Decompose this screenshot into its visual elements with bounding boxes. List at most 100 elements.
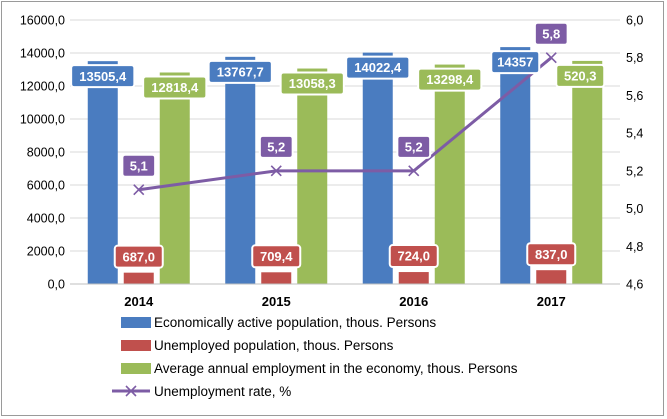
rate-line-path	[138, 56, 553, 192]
rate-marker	[545, 52, 557, 64]
data-labels: 13505,4 13767,7 14022,4 14357 687,0 709,4 724,…	[70, 21, 606, 269]
data-label-unemployed: 837,0	[526, 242, 577, 267]
y-right-tick-label: 5,0	[626, 202, 643, 216]
y-left-tick-label: 6000,0	[27, 179, 65, 193]
data-label-text: 687,0	[122, 249, 155, 264]
data-label-text: 5,1	[130, 158, 148, 173]
data-label-rate: 5,8	[533, 21, 569, 46]
data-label-rate: 5,2	[258, 134, 294, 159]
data-label-text: 13298,4	[426, 72, 474, 87]
legend-swatch	[121, 340, 151, 351]
y-left-tick-label: 8000,0	[27, 146, 65, 160]
data-label-unemployed: 687,0	[113, 244, 164, 269]
bar-unemployed	[123, 272, 154, 284]
x-category-label: 2016	[399, 294, 428, 309]
data-label-box	[388, 244, 439, 269]
y-left-tick-label: 4000,0	[27, 212, 65, 226]
bar-employment	[297, 68, 328, 284]
bar-unemployed	[261, 272, 292, 284]
data-label-rate: 5,1	[121, 153, 157, 178]
legend-label: Economically active population, thous. P…	[154, 315, 436, 330]
y-left-tick-label: 10000,0	[20, 113, 65, 127]
data-label-box	[555, 63, 606, 88]
rate-line	[133, 52, 557, 196]
x-axis: 2014 2015 2016 2017	[124, 294, 565, 309]
data-label-employment: 520,3	[555, 63, 606, 88]
y-right-tick-label: 5,6	[626, 89, 643, 103]
data-label-text: 12818,4	[151, 80, 199, 95]
y-right-tick-label: 4,6	[626, 278, 643, 292]
x-category-label: 2014	[124, 294, 154, 309]
y-axis-left: 0,0 2000,0 4000,0 6000,0 8000,0 10000,0 12000,…	[20, 14, 65, 292]
legend-swatch	[121, 363, 151, 374]
data-label-box	[142, 75, 208, 100]
data-label-box	[113, 244, 164, 269]
data-label-box	[207, 59, 273, 84]
bar-unemployed	[398, 272, 429, 284]
data-label-box	[121, 153, 157, 178]
y-right-tick-label: 6,0	[626, 14, 643, 28]
rate-marker	[270, 165, 282, 177]
data-label-text: 709,4	[260, 249, 293, 264]
data-label-text: 5,2	[405, 139, 423, 154]
bar-active	[87, 61, 118, 284]
y-right-tick-label: 5,8	[626, 51, 643, 65]
data-label-box	[396, 134, 432, 159]
data-label-text: 13505,4	[79, 69, 127, 84]
legend-label: Average annual employment in the economy…	[154, 361, 518, 376]
data-label-box	[251, 244, 302, 269]
y-right-tick-label: 5,4	[626, 127, 643, 141]
data-label-employment: 12818,4	[142, 75, 208, 100]
bars	[87, 47, 603, 285]
data-label-text: 520,3	[564, 69, 597, 84]
rate-marker	[408, 165, 420, 177]
y-left-tick-label: 0,0	[48, 278, 65, 292]
data-label-text: 14357	[497, 55, 533, 70]
legend-item-active: Economically active population, thous. P…	[121, 315, 436, 330]
bar-employment	[434, 64, 465, 284]
data-label-rate: 5,2	[396, 134, 432, 159]
data-label-employment: 13298,4	[417, 67, 483, 92]
legend-label: Unemployed population, thous. Persons	[154, 338, 394, 353]
legend-label: Unemployment rate, %	[154, 384, 291, 399]
data-label-text: 13058,3	[289, 76, 336, 91]
y-axis-right: 4,6 4,8 5,0 5,2 5,4 5,6 5,8 6,0	[626, 14, 643, 292]
y-left-tick-label: 12000,0	[20, 80, 65, 94]
data-label-text: 5,2	[267, 139, 285, 154]
data-label-box	[258, 134, 294, 159]
data-label-active: 13505,4	[70, 64, 136, 89]
data-label-box	[490, 50, 541, 75]
data-label-active: 14022,4	[345, 55, 411, 80]
data-label-box	[70, 64, 136, 89]
x-category-label: 2015	[262, 294, 291, 309]
bar-active	[225, 56, 256, 285]
legend-item-unemployed: Unemployed population, thous. Persons	[121, 338, 394, 353]
bar-employment	[159, 72, 190, 284]
data-label-text: 14022,4	[354, 60, 402, 75]
data-label-unemployed: 709,4	[251, 244, 302, 269]
y-left-tick-label: 14000,0	[20, 47, 65, 61]
bar-employment	[572, 60, 603, 284]
data-label-active: 13767,7	[207, 59, 273, 84]
data-label-employment: 13058,3	[279, 71, 345, 96]
legend-swatch	[121, 317, 151, 328]
data-label-text: 837,0	[535, 247, 568, 262]
legend-item-employment: Average annual employment in the economy…	[121, 361, 518, 376]
y-left-tick-label: 2000,0	[27, 245, 65, 259]
legend: Economically active population, thous. P…	[112, 315, 518, 399]
bar-unemployed	[536, 270, 567, 284]
legend-item-rate: Unemployment rate, %	[112, 384, 291, 399]
y-right-tick-label: 4,8	[626, 240, 643, 254]
bar-active	[500, 47, 531, 285]
data-label-box	[417, 67, 483, 92]
bar-active	[362, 52, 393, 284]
data-label-active: 14357	[490, 50, 541, 75]
data-label-text: 724,0	[397, 249, 430, 264]
data-label-unemployed: 724,0	[388, 244, 439, 269]
data-label-text: 5,8	[542, 26, 560, 41]
rate-marker	[133, 184, 145, 196]
data-label-text: 13767,7	[217, 64, 264, 79]
x-category-label: 2017	[537, 294, 566, 309]
y-right-tick-label: 5,2	[626, 164, 643, 178]
